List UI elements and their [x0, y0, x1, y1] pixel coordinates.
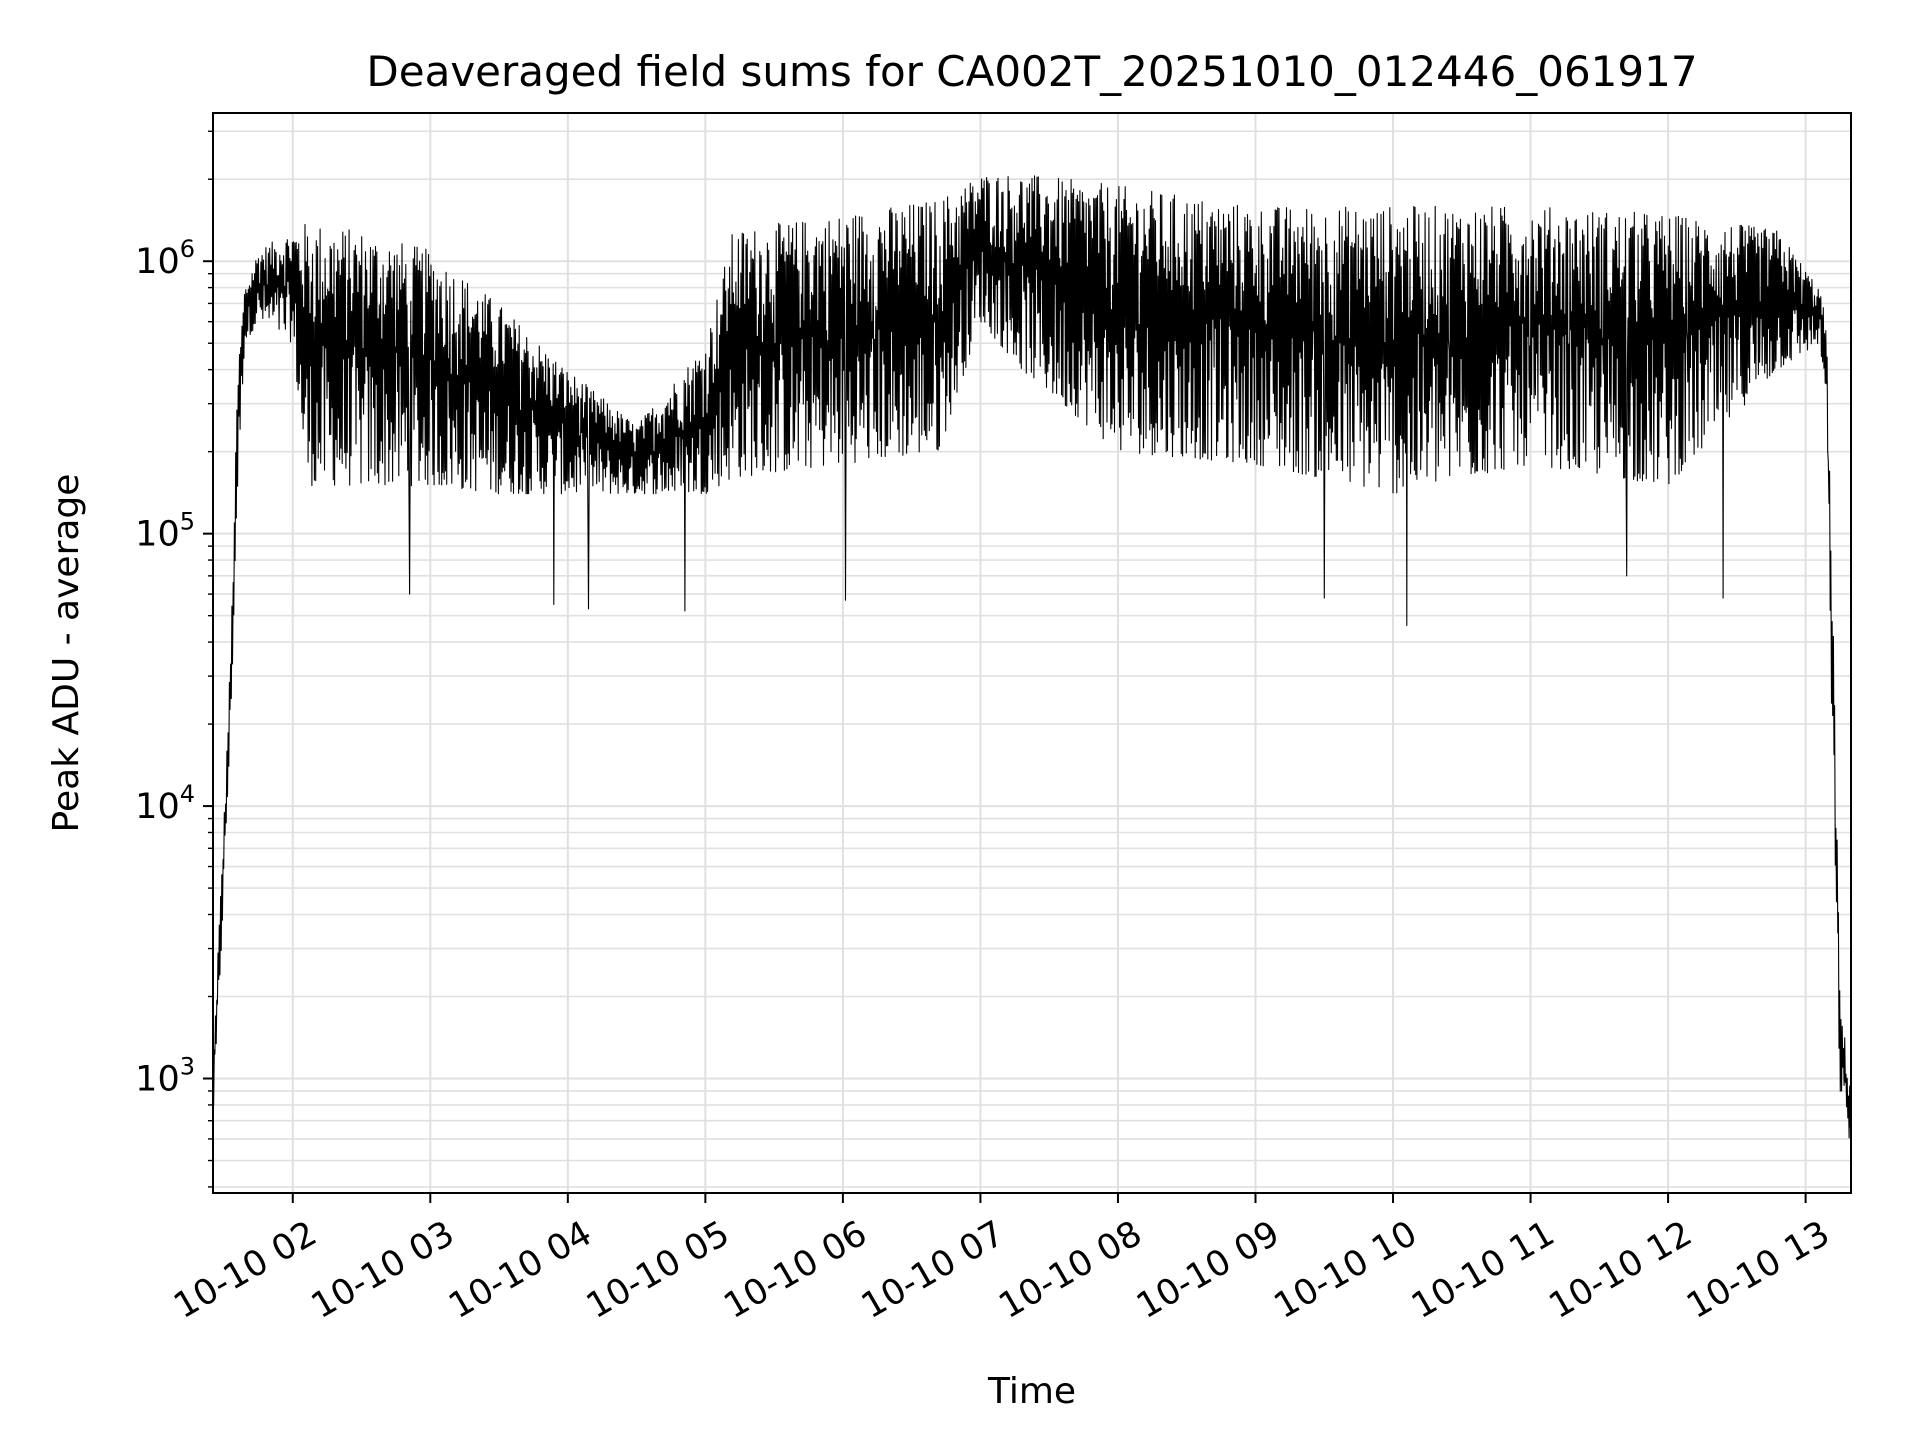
y-tick-label: 106 — [135, 235, 195, 282]
plot-area-frame — [212, 112, 1852, 1194]
y-tick-label: 105 — [135, 508, 195, 555]
y-tick-label: 103 — [135, 1053, 195, 1100]
chart-title: Deaveraged field sums for CA002T_2025101… — [366, 47, 1697, 96]
y-tick-label: 104 — [135, 780, 195, 827]
y-axis: 103 104 105 106 — [135, 130, 213, 1188]
x-axis-label: Time — [987, 1371, 1076, 1412]
series-line — [212, 175, 1852, 1139]
y-axis-label: Peak ADU - average — [46, 474, 87, 833]
major-grid — [213, 113, 1851, 1193]
